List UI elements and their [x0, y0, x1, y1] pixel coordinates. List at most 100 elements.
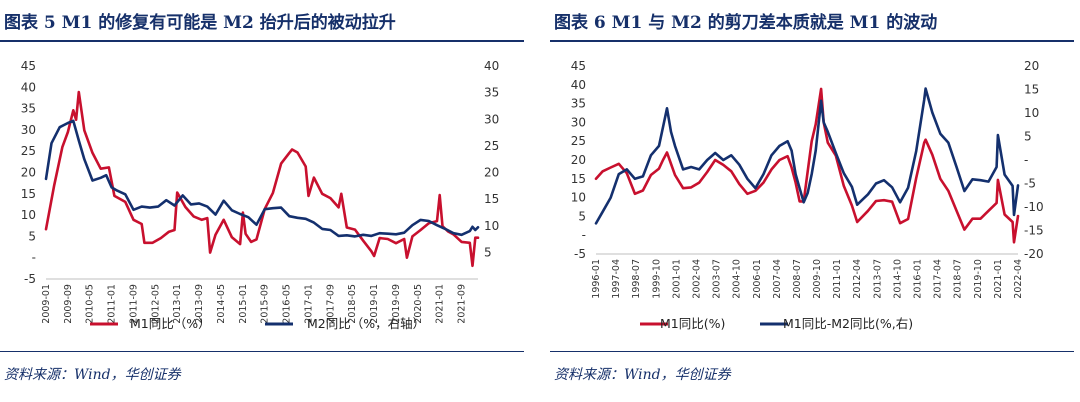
x-tick-label: 2019-10 [973, 259, 984, 299]
y-left-tick-label: 25 [21, 144, 36, 158]
y-right-tick-label: 15 [484, 192, 499, 206]
x-tick-label: 2016-01 [913, 259, 924, 299]
chart-m1-m2-yoy: -5-510152025303540455101520253035402009-… [21, 59, 500, 331]
x-tick-label: 2021-01 [993, 259, 1004, 299]
x-tick-label: 1996-01 [591, 259, 602, 299]
series-line-m1 [594, 87, 1020, 244]
source-rule [550, 351, 1074, 352]
title-rule [550, 40, 1074, 42]
x-tick-label: 2009-09 [63, 284, 74, 324]
x-tick-label: 2015-01 [238, 284, 249, 324]
y-left-tick-label: 30 [21, 123, 36, 137]
x-tick-label: 2015-09 [260, 284, 271, 324]
x-tick-label: 2019-09 [391, 284, 402, 324]
x-tick-label: 2011-01 [832, 259, 843, 299]
y-left-tick-label: 15 [21, 187, 36, 201]
x-tick-label: 2017-01 [303, 284, 314, 324]
y-left-tick-label: 10 [571, 191, 586, 205]
x-tick-label: 2013-01 [172, 284, 183, 324]
y-right-tick-label: 15 [1024, 83, 1039, 97]
y-left-tick-label: 45 [21, 59, 36, 73]
source-note: 资料来源：Wind，华创证券 [4, 367, 181, 383]
y-left-tick-label: 35 [21, 102, 36, 116]
chart-title: 图表 5 M1 的修复有可能是 M2 抬升后的被动拉升 [4, 13, 396, 33]
x-tick-label: 2014-05 [216, 284, 227, 324]
x-tick-label: 2016-05 [282, 284, 293, 324]
y-right-tick-label: -15 [1024, 224, 1044, 238]
y-right-tick-label: 10 [1024, 106, 1039, 120]
y-right-tick-label: 20 [1024, 59, 1039, 73]
x-tick-label: 2017-04 [933, 259, 944, 299]
y-right-tick-label: 5 [1024, 130, 1032, 144]
source-note: 资料来源：Wind，华创证券 [554, 367, 731, 383]
y-left-tick-label: 40 [571, 78, 586, 92]
y-right-tick-label: 20 [484, 166, 499, 180]
y-left-tick-label: 25 [571, 134, 586, 148]
x-tick-label: 2002-04 [691, 259, 702, 299]
y-left-tick-label: 30 [571, 115, 586, 129]
y-left-tick-label: - [582, 228, 586, 242]
x-tick-label: 2021-09 [457, 284, 468, 324]
y-right-tick-label: 10 [484, 219, 499, 233]
x-tick-label: 2020-05 [413, 284, 424, 324]
y-left-tick-label: 15 [571, 172, 586, 186]
chart-panel-right: 图表 6 M1 与 M2 的剪刀差本质就是 M1 的波动 -5-5 10 15 20 2… [550, 0, 1074, 402]
x-tick-label: 1997-04 [611, 259, 622, 299]
series-line-m1 [44, 90, 480, 268]
x-tick-label: 2012-05 [150, 284, 161, 324]
y-right-tick-label: 25 [484, 139, 499, 153]
y-left-tick-label: 40 [21, 80, 36, 94]
chart-panel-left: 图表 5 M1 的修复有可能是 M2 抬升后的被动拉升 -5-5 10 15 20 25… [0, 0, 524, 402]
y-left-tick-label: 35 [571, 97, 586, 111]
y-right-tick-label: -20 [1024, 247, 1044, 261]
x-tick-label: 2018-05 [347, 284, 358, 324]
legend-label: M1同比（%） [130, 316, 211, 331]
x-tick-label: 2014-10 [892, 259, 903, 299]
x-tick-label: 2009-10 [812, 259, 823, 299]
y-left-tick-label: -5 [574, 247, 586, 261]
series-line-secondary [594, 87, 1020, 225]
chart-m1-scissors-gap: -5-51015202530354045-20-15-10-5-51015201… [571, 59, 1044, 331]
chart-title: 图表 6 M1 与 M2 的剪刀差本质就是 M1 的波动 [554, 13, 938, 33]
x-tick-label: 2018-07 [953, 259, 964, 299]
source-rule [0, 351, 524, 352]
x-tick-label: 2009-01 [41, 284, 52, 324]
x-tick-label: 2001-01 [671, 259, 682, 299]
y-left-tick-label: -5 [24, 272, 36, 286]
y-right-tick-label: 35 [484, 86, 499, 100]
y-left-tick-label: 5 [578, 209, 586, 223]
y-left-tick-label: - [32, 251, 36, 265]
x-tick-label: 2017-09 [325, 284, 336, 324]
x-tick-label: 2013-09 [194, 284, 205, 324]
x-tick-label: 2013-07 [872, 259, 883, 299]
y-right-tick-label: - [1024, 153, 1028, 167]
y-left-tick-label: 20 [571, 153, 586, 167]
y-left-tick-label: 10 [21, 208, 36, 222]
x-tick-label: 2010-05 [85, 284, 96, 324]
x-tick-label: 1998-07 [631, 259, 642, 299]
x-tick-label: 2004-10 [732, 259, 743, 299]
y-left-tick-label: 45 [571, 59, 586, 73]
x-tick-label: 2022-04 [1013, 259, 1024, 299]
x-tick-label: 2006-01 [752, 259, 763, 299]
x-tick-label: 2011-09 [128, 284, 139, 324]
x-tick-label: 2003-07 [712, 259, 723, 299]
y-right-tick-label: 30 [484, 112, 499, 126]
y-right-tick-label: -10 [1024, 200, 1044, 214]
y-right-tick-label: 40 [484, 59, 499, 73]
y-right-tick-label: -5 [1024, 177, 1036, 191]
x-tick-label: 2021-01 [435, 284, 446, 324]
title-rule [0, 40, 524, 42]
y-right-tick-label: 5 [484, 245, 492, 259]
legend-label: M2同比（%，右轴） [307, 316, 425, 331]
legend-label: M1同比-M2同比(%,右) [783, 316, 913, 331]
y-left-tick-label: 5 [28, 229, 36, 243]
series-line-secondary [44, 119, 480, 238]
x-tick-label: 2019-01 [369, 284, 380, 324]
legend-label: M1同比(%) [660, 316, 725, 331]
y-left-tick-label: 20 [21, 166, 36, 180]
x-tick-label: 2012-04 [852, 259, 863, 299]
x-tick-label: 1999-10 [651, 259, 662, 299]
x-tick-label: 2007-04 [772, 259, 783, 299]
x-tick-label: 2011-01 [107, 284, 118, 324]
